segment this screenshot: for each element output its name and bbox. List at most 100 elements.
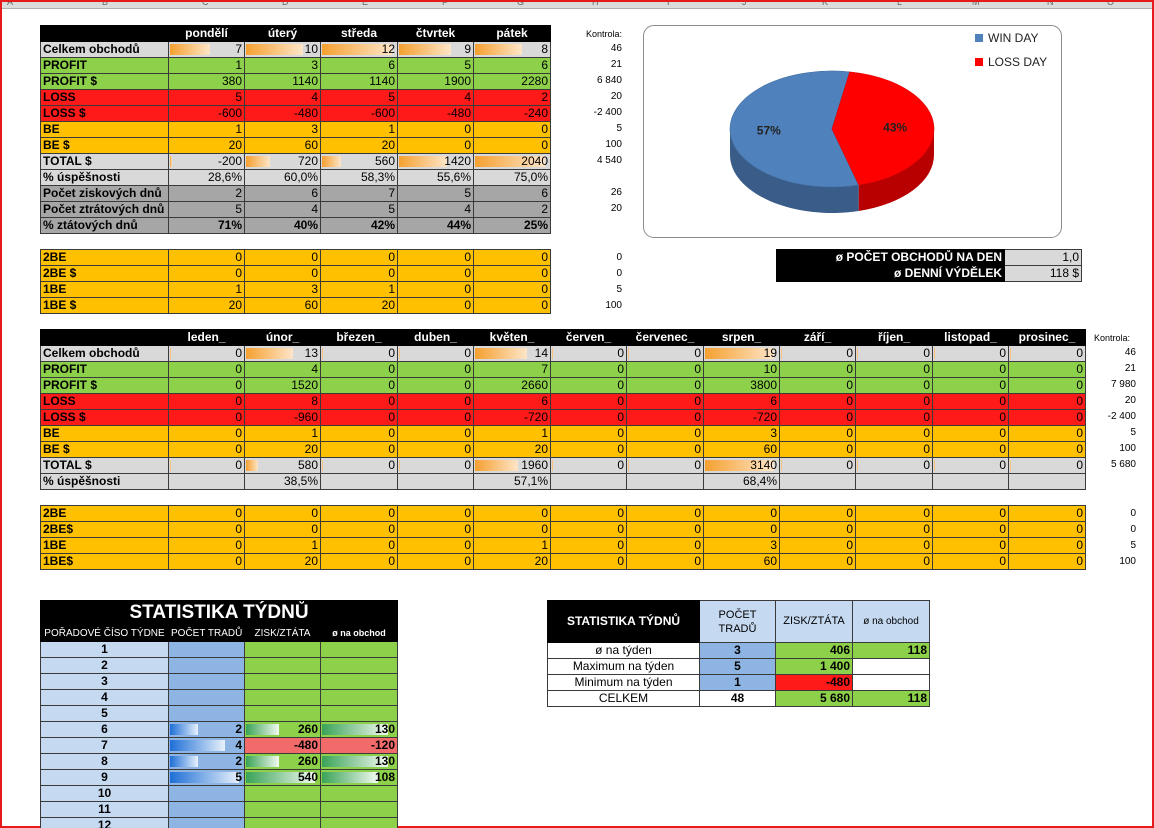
months-row: % úspěšnosti 38,5% 57,1% 68,4% — [40, 473, 1086, 490]
data-bar — [628, 348, 630, 359]
column-header-strip: A B C D E F G H I J K L M N O — [2, 2, 1152, 9]
legend-label-1: LOSS DAY — [988, 55, 1047, 69]
week-trades: 5 — [168, 769, 245, 786]
data-bar — [475, 348, 527, 359]
days-cell-value: 560 — [374, 154, 395, 169]
days-cell: 4 — [397, 89, 474, 106]
months-cell-value: 0 — [464, 346, 471, 361]
months-be-cell: 0 — [397, 505, 474, 522]
months-cell: 0 — [855, 377, 933, 394]
months-be-cell: 0 — [855, 553, 933, 570]
months-cell: 0 — [855, 441, 933, 458]
days-cell: 55,6% — [397, 169, 474, 186]
summary-pl: 5 680 — [775, 690, 853, 707]
days-cell: -600 — [320, 105, 398, 122]
months-row-label: PROFIT $ — [40, 377, 169, 394]
months-cell-value: 0 — [999, 346, 1006, 361]
days-be-cell: 0 — [473, 281, 551, 298]
week-avg-value: -120 — [371, 738, 396, 753]
days-kontrola-value: 5 — [616, 123, 622, 134]
week-avg — [319, 657, 399, 674]
months-be-kontrola-value: 0 — [1130, 508, 1136, 519]
days-cell: 1420 — [397, 153, 474, 170]
legend-label-0: WIN DAY — [988, 31, 1038, 45]
week-avg: -120 — [319, 737, 399, 754]
months-cell: 0 — [397, 377, 474, 394]
months-row: BE 0 1 0 0 1 0 0 3 0 0 0 0 — [40, 425, 1086, 442]
days-be-label: 1BE $ — [40, 297, 169, 314]
months-cell: 0 — [626, 409, 704, 426]
months-cell: 0 — [550, 441, 627, 458]
month-header-0 — [40, 329, 169, 346]
days-cell: 40% — [244, 217, 321, 234]
average-value: 1,0 — [1004, 249, 1082, 266]
months-be-cell: 20 — [244, 553, 321, 570]
days-kontrola-value: 6 840 — [596, 75, 622, 86]
months-be-cell: 0 — [550, 521, 627, 538]
days-row: BE 1 3 1 0 0 — [40, 121, 551, 138]
months-cell — [1008, 473, 1086, 490]
months-cell: 0 — [168, 457, 245, 474]
week-pl: 260 — [244, 721, 321, 738]
months-row: PROFIT 0 4 0 0 7 0 0 10 0 0 0 0 — [40, 361, 1086, 378]
days-row: Počet ztrátových dnů 5 4 5 4 2 — [40, 201, 551, 218]
months-kontrola-value: -2 400 — [1107, 411, 1136, 422]
days-cell: 380 — [168, 73, 245, 90]
week-row: 9 5 540 108 — [40, 769, 399, 786]
days-cell: 7 — [168, 41, 245, 58]
week-number: 7 — [40, 737, 169, 754]
month-header-3: březen_ — [320, 329, 398, 346]
months-cell — [320, 473, 398, 490]
months-cell: 0 — [779, 345, 856, 362]
days-kontrola-value: 20 — [610, 203, 622, 214]
data-bar — [322, 460, 324, 471]
months-be-cell: 0 — [550, 553, 627, 570]
months-cell: 0 — [397, 425, 474, 442]
months-be-cell: 0 — [320, 537, 398, 554]
months-be-kontrola-value: 0 — [1130, 524, 1136, 535]
months-kontrola-value: 7 980 — [1110, 379, 1136, 390]
days-be-cell: 0 — [473, 297, 551, 314]
months-row-label: LOSS $ — [40, 409, 169, 426]
months-cell: 0 — [855, 425, 933, 442]
months-be-cell: 0 — [703, 505, 780, 522]
days-be-cell: 0 — [168, 249, 245, 266]
week-pl — [244, 657, 321, 674]
months-cell: 0 — [1008, 425, 1086, 442]
week-avg — [319, 689, 399, 706]
months-cell: 0 — [855, 457, 933, 474]
months-row-label: BE — [40, 425, 169, 442]
data-bar — [628, 460, 630, 471]
days-be-cell: 0 — [473, 265, 551, 282]
week-number: 8 — [40, 753, 169, 770]
months-cell: 0 — [320, 425, 398, 442]
month-header-7: červenec_ — [626, 329, 704, 346]
column-letter: I — [667, 2, 670, 7]
summary-header-pl: ZISK/ZTÁTA — [775, 600, 853, 643]
months-cell: 0 — [932, 345, 1009, 362]
days-be-cell: 0 — [320, 265, 398, 282]
days-row-label: Počet ztrátových dnů — [40, 201, 169, 218]
months-kontrola-value: 46 — [1124, 347, 1136, 358]
data-bar — [246, 44, 304, 55]
days-row-label: % úspěšnosti — [40, 169, 169, 186]
days-cell: 6 — [244, 185, 321, 202]
months-cell-value: 0 — [464, 458, 471, 473]
days-row: TOTAL $ -200 720 560 1420 2040 — [40, 153, 551, 170]
data-bar — [246, 348, 293, 359]
days-be-table: 2BE 0 0 0 0 0 2BE $0 0 0 0 0 1BE 1 3 1 0 0 1BE $20 60 20 0 0 — [40, 249, 551, 314]
week-avg-value: 130 — [375, 754, 396, 769]
months-cell — [626, 473, 704, 490]
days-cell: 5 — [168, 89, 245, 106]
months-cell: 0 — [626, 345, 704, 362]
months-be-cell: 0 — [320, 521, 398, 538]
average-row: ø DENNÍ VÝDĚLEK 118 $ — [776, 265, 1082, 282]
months-cell: 0 — [168, 441, 245, 458]
days-row: PROFIT 1 3 6 5 6 — [40, 57, 551, 74]
months-cell-value: 0 — [846, 458, 853, 473]
week-pl — [244, 705, 321, 722]
months-cell: 0 — [550, 457, 627, 474]
months-cell: 10 — [703, 361, 780, 378]
week-trades: 2 — [168, 753, 245, 770]
data-bar — [781, 460, 783, 471]
